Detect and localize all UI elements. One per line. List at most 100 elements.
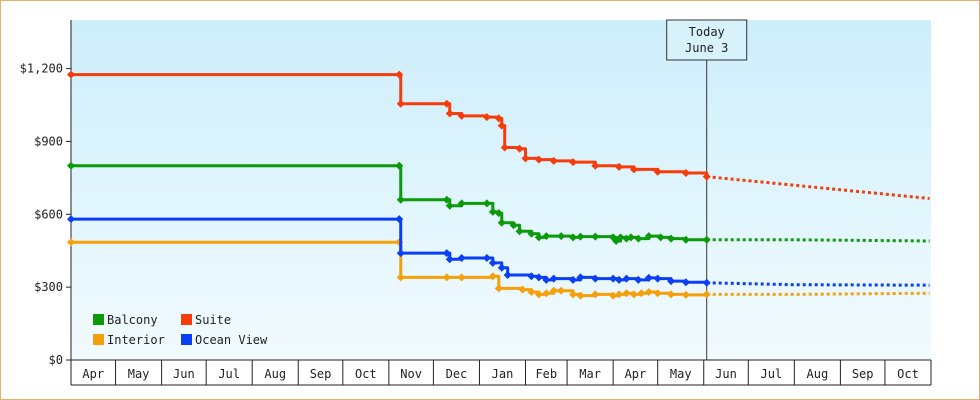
data-point (457, 111, 466, 120)
x-tick-label: Feb (535, 367, 557, 381)
data-point (482, 113, 491, 122)
data-point (442, 195, 451, 204)
series-projection-suite (706, 175, 930, 200)
x-tick-label: Jun (173, 367, 195, 381)
data-point (442, 99, 451, 108)
data-point (518, 285, 527, 294)
data-point (576, 291, 585, 300)
data-point (612, 237, 621, 245)
data-point (482, 199, 491, 208)
series-interior (67, 238, 930, 300)
data-point (634, 234, 643, 243)
x-tick-label: Sep (310, 367, 332, 381)
data-point (494, 284, 503, 293)
data-point (609, 274, 618, 283)
data-point (615, 275, 624, 284)
x-tick-label: Dec (446, 367, 468, 381)
data-point (67, 161, 75, 170)
data-point (667, 290, 676, 299)
x-tick-label: Jun (715, 367, 737, 381)
legend-label: Interior (107, 333, 165, 347)
today-label-line1: Today (689, 25, 725, 39)
data-point (515, 144, 524, 153)
data-point (702, 172, 711, 181)
data-point (591, 274, 600, 283)
x-tick-label: Oct (897, 367, 919, 381)
x-tick-label: May (128, 367, 150, 381)
y-tick-label: $1,200 (20, 62, 63, 76)
data-point (534, 155, 543, 164)
x-tick-label: Apr (625, 367, 647, 381)
data-point (629, 290, 638, 299)
data-point (615, 162, 624, 171)
data-point (557, 286, 566, 295)
x-tick-label: Nov (400, 367, 422, 381)
data-point (534, 273, 543, 282)
data-point (488, 272, 497, 281)
data-point (653, 167, 662, 176)
data-point (569, 290, 578, 299)
data-point (542, 232, 551, 241)
data-point (457, 254, 466, 262)
data-point (681, 235, 690, 244)
data-point (497, 263, 506, 272)
data-point (569, 233, 578, 242)
data-point (591, 232, 600, 241)
data-point (396, 195, 405, 204)
data-point (569, 275, 578, 284)
data-point (644, 288, 653, 296)
data-point (395, 70, 404, 79)
data-point (702, 235, 711, 244)
data-point (644, 232, 653, 241)
data-point (569, 158, 578, 167)
legend-swatch (93, 314, 104, 325)
data-point (622, 274, 631, 283)
data-point (549, 274, 558, 283)
data-point (576, 232, 585, 241)
legend-item-interior: Interior (93, 333, 165, 347)
data-point (396, 99, 405, 108)
data-point (395, 161, 404, 170)
data-point (497, 218, 506, 227)
data-point (534, 233, 543, 242)
data-point (509, 221, 518, 230)
plot-area (71, 20, 931, 360)
data-point (549, 156, 558, 165)
data-point (591, 290, 600, 299)
x-tick-label: Jul (218, 367, 240, 381)
data-point (445, 201, 454, 210)
data-point (629, 165, 638, 174)
data-point (576, 273, 585, 282)
x-tick-label: Jul (760, 367, 782, 381)
data-point (527, 272, 536, 281)
data-point (542, 289, 551, 298)
data-point (527, 288, 536, 296)
x-tick-label: Oct (355, 367, 377, 381)
data-point (622, 289, 631, 298)
series-ocean-view (67, 215, 930, 287)
data-point (702, 290, 711, 299)
data-point (667, 277, 676, 286)
today-label-line2: June 3 (685, 41, 728, 55)
today-box (666, 19, 748, 61)
data-point (549, 286, 558, 295)
legend-item-suite: Suite (181, 313, 231, 327)
x-tick-label: Aug (264, 367, 286, 381)
data-point (591, 161, 600, 170)
data-point (626, 233, 635, 242)
data-point (67, 215, 75, 224)
data-point (500, 143, 509, 152)
data-point (395, 215, 404, 224)
series-suite (67, 70, 930, 200)
data-point (482, 254, 491, 262)
x-tick-label: Sep (852, 367, 874, 381)
legend-swatch (181, 314, 192, 325)
data-point (667, 234, 676, 243)
data-point (67, 238, 75, 247)
data-point (488, 258, 497, 267)
data-point (702, 278, 711, 287)
data-point (637, 289, 646, 298)
data-point (616, 233, 625, 242)
legend-label: Ocean View (195, 333, 268, 347)
data-point (457, 273, 466, 282)
